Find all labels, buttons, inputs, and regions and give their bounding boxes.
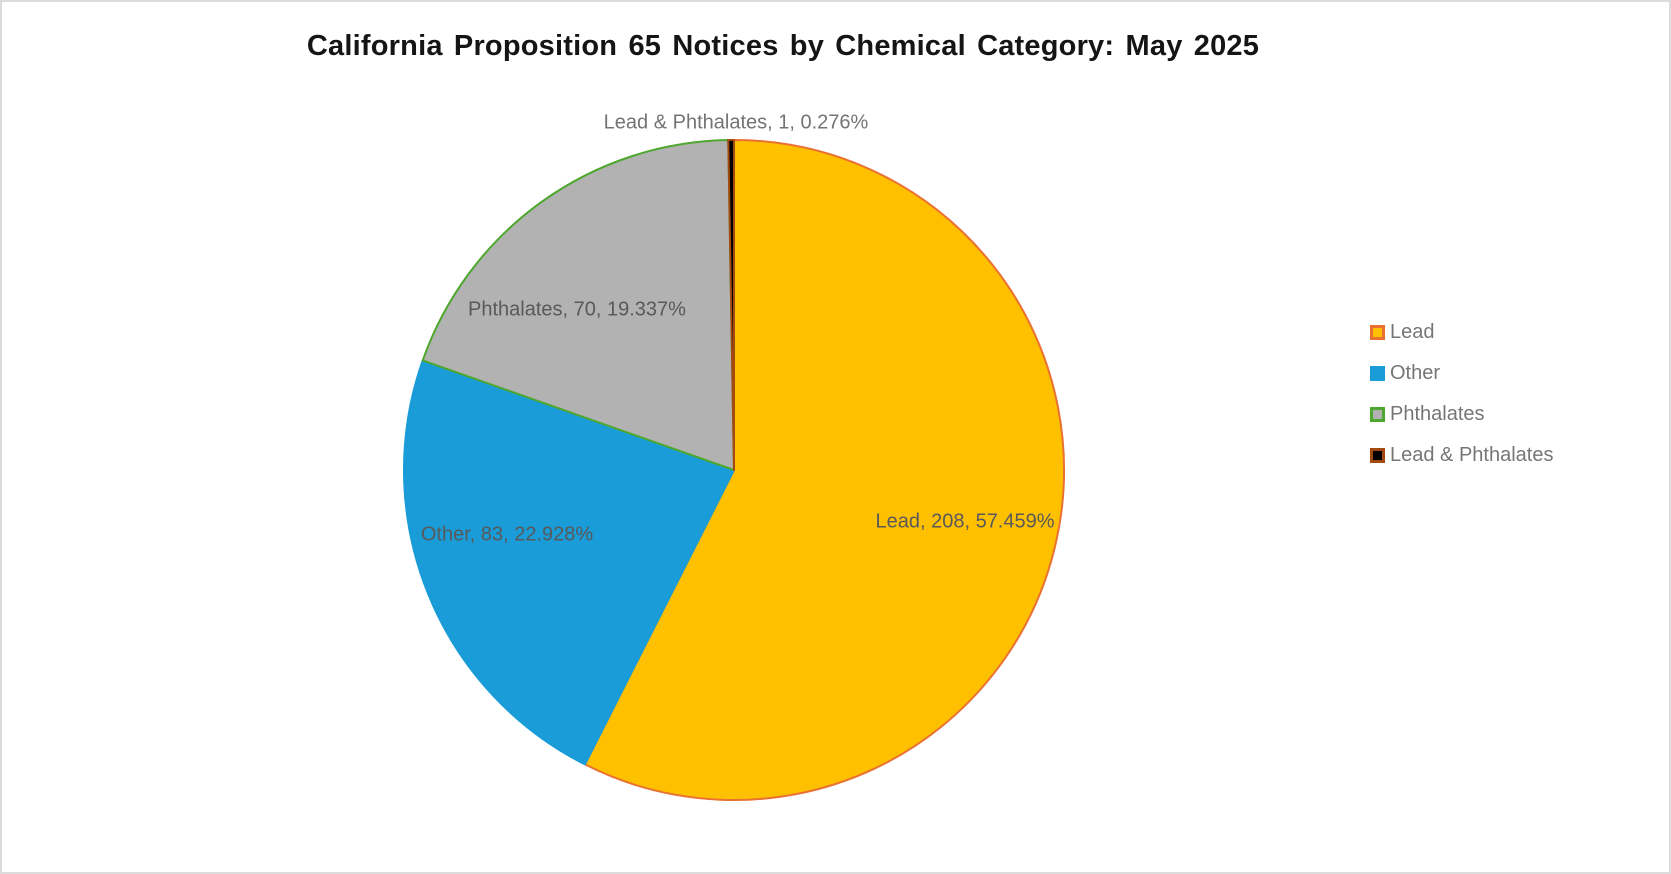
legend-label-other: Other [1390,362,1441,384]
pie-slice-lead [583,139,1065,801]
legend-item-lead-and-phthalates: Lead & Phthalates [1370,444,1553,467]
legend-label-lead: Lead [1390,321,1435,343]
legend-item-lead: Lead [1370,321,1553,344]
legend-item-phthalates: Phthalates [1370,403,1553,426]
legend-swatch-other [1370,366,1385,381]
legend-item-other: Other [1370,362,1553,385]
pie-slice-phthalates [421,139,735,471]
pie-slice-other [403,359,735,766]
legend-label-phthalates: Phthalates [1390,403,1485,425]
legend-label-lead-and-phthalates: Lead & Phthalates [1390,444,1554,466]
legend-swatch-lead [1370,325,1385,340]
legend: Lead Other Phthalates Lead & Phthalates [1370,321,1553,467]
legend-swatch-phthalates [1370,407,1385,422]
chart-title: California Proposition 65 Notices by Che… [306,30,1260,62]
pie-slice-lead-phthalates [727,139,735,471]
legend-swatch-lead-and-phthalates [1370,448,1385,463]
